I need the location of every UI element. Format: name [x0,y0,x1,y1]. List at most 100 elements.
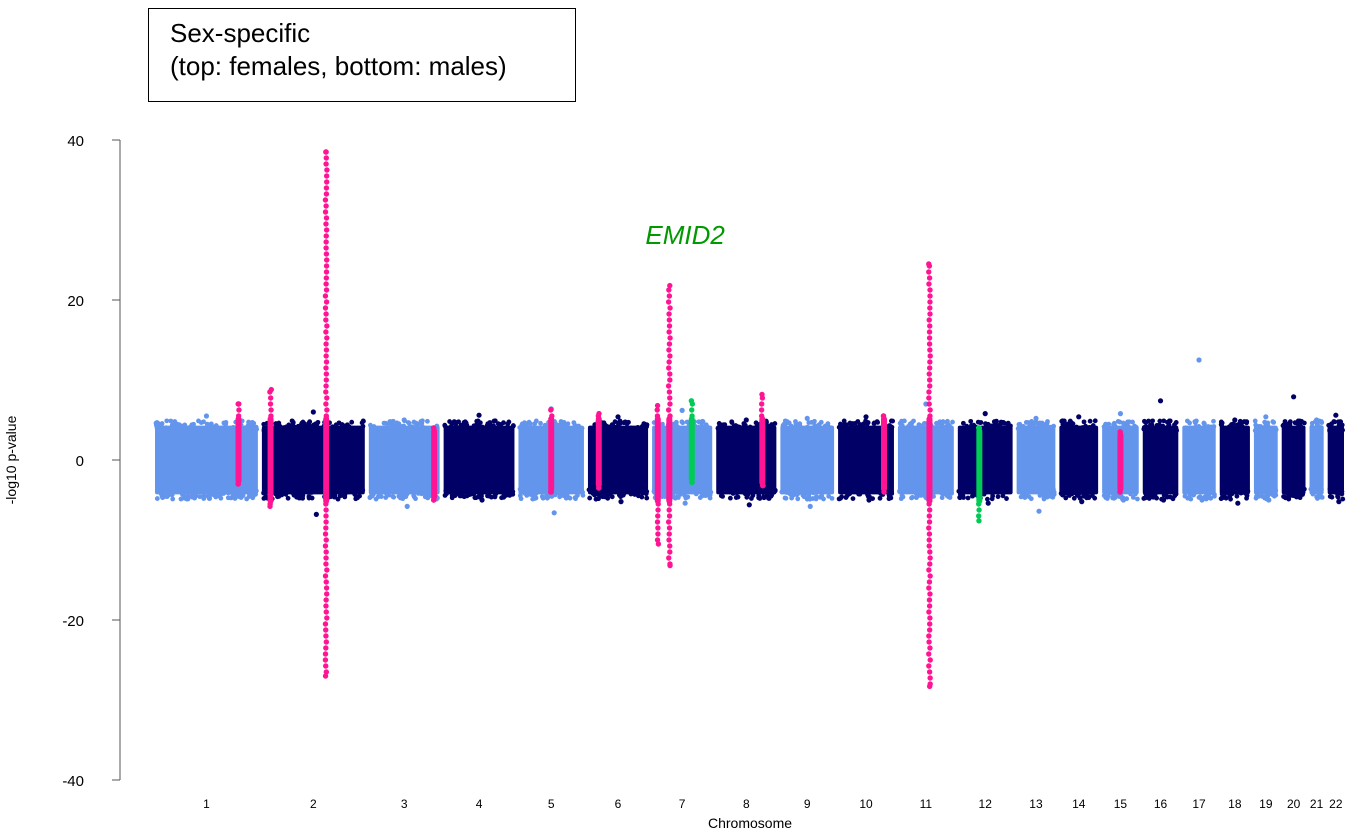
snp-point [1031,422,1036,428]
snp-point [870,489,876,495]
snp-point [742,491,748,497]
locus-point [666,389,673,395]
locus-point [323,263,330,269]
snp-point [1058,491,1064,496]
chromosome-6-band [587,425,649,495]
snp-point [900,487,906,493]
chromosome-12-top-point [982,411,988,417]
snp-point [290,419,296,425]
snp-point [250,493,255,499]
snp-point [501,420,506,426]
locus-point [655,525,661,531]
locus-point [323,645,329,651]
locus-point [667,401,673,407]
snp-point [471,423,477,429]
snp-point [1242,419,1248,425]
snp-point [659,494,665,500]
snp-point [1148,427,1154,433]
snp-point [160,495,165,501]
snp-point [345,488,351,493]
snp-point [1265,492,1271,498]
snp-point [679,419,685,425]
snp-point [964,487,970,493]
locus-point [926,519,933,525]
snp-point [261,421,267,427]
locus-core [595,416,602,488]
locus-point [667,395,673,401]
locus-point [667,413,673,419]
chromosome-3-top-point [401,417,407,423]
snp-point [635,425,641,430]
locus-point [666,317,673,323]
locus-point [666,323,673,329]
chromosome-9-bottom-point [807,503,813,509]
snp-point [1090,493,1095,498]
snp-point [779,489,785,495]
locus-point [323,377,329,383]
snp-point [919,491,924,497]
chromosome-8-points [715,417,778,508]
snp-point [1326,422,1332,428]
snp-point [639,427,645,432]
snp-point [1111,423,1117,428]
snp-point [690,487,695,493]
locus-point [323,561,329,567]
snp-point [283,491,289,497]
snp-point [875,426,881,432]
locus-point [323,251,330,257]
snp-point [1081,419,1087,425]
snp-point [1103,495,1109,500]
locus-point [666,287,672,293]
snp-point [695,424,701,430]
snp-point [932,489,938,495]
locus-point [927,549,933,555]
snp-point [568,487,574,493]
x-tick-label: 8 [743,797,750,811]
snp-point [960,420,966,426]
chromosome-8-band [716,425,777,495]
chromosome-1-band [155,425,258,495]
chromosome-6-bottom-point [618,499,624,505]
highlighted-locus-chr7-6 [654,402,662,547]
snp-point [1201,420,1207,426]
snp-point [900,428,906,433]
snp-point [1087,418,1093,424]
snp-point [1081,493,1086,499]
chromosome-7-top-point [679,407,685,413]
locus-point [323,233,329,239]
snp-point [804,490,810,496]
snp-point [261,495,267,501]
locus-point [323,149,329,155]
x-tick-label: 6 [615,797,622,811]
snp-point [1166,422,1172,428]
highlighted-locus-chr6-5 [595,410,602,491]
snp-point [159,491,165,496]
snp-point [420,424,426,430]
snp-point [475,418,481,424]
locus-point [323,633,329,639]
snp-point [1335,493,1340,499]
chromosome-15-bottom-point [1120,497,1127,503]
locus-point [596,410,602,417]
locus-point [926,317,932,323]
snp-point [523,422,529,427]
locus-point [323,663,329,669]
snp-point [673,427,679,433]
snp-point [754,487,760,493]
snp-point [1185,495,1191,501]
chromosome-16-points [1141,398,1179,503]
snp-point [956,488,962,494]
snp-point [1173,420,1179,425]
chromosome-4-bottom-point [479,497,485,503]
snp-point [1125,424,1130,430]
locus-point [322,573,329,579]
snp-point [301,428,307,434]
snp-point [1167,418,1173,424]
snp-point [854,424,860,430]
snp-point [641,421,647,427]
snp-point [638,489,644,495]
locus-point [323,513,329,519]
locus-point [323,627,329,633]
chromosome-4-points [442,412,516,503]
snp-point [580,492,586,498]
